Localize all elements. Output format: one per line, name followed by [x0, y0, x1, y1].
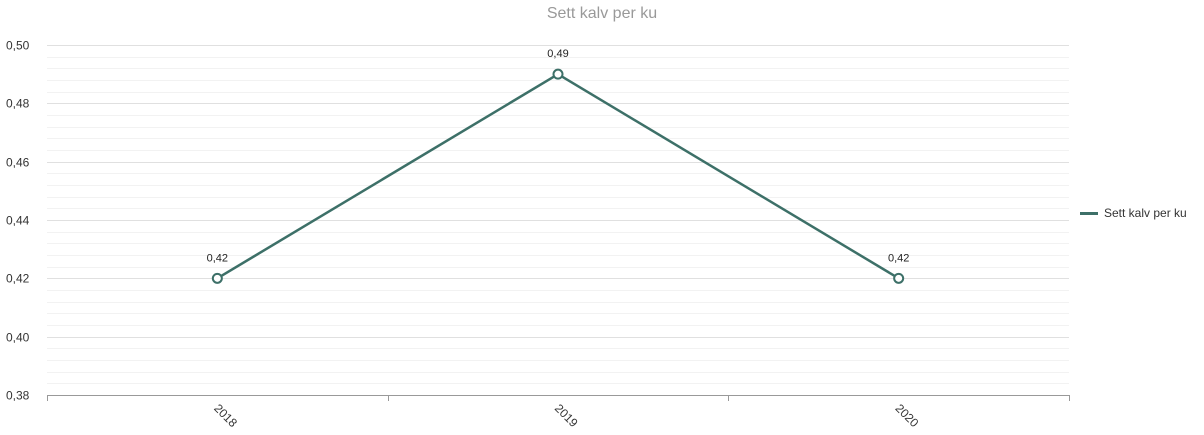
data-point [893, 272, 905, 284]
y-tick-label: 0,48 [6, 97, 30, 111]
x-tick-label: 2020 [893, 401, 922, 430]
data-label: 0,42 [888, 252, 909, 264]
data-point [552, 68, 564, 80]
axis-layer: 0,38 0,40 0,42 0,44 0,46 0,48 0,50 2018 2019 2020 [6, 39, 1070, 430]
y-tick-label: 0,50 [6, 39, 30, 53]
y-tick-label: 0,40 [6, 331, 30, 345]
legend-swatch [1080, 211, 1098, 215]
x-tick-label: 2019 [552, 401, 581, 430]
series-line [216, 72, 900, 280]
legend-item[interactable]: Sett kalv per ku [1080, 206, 1187, 220]
data-label: 0,49 [547, 48, 568, 60]
y-tick-label: 0,42 [6, 272, 30, 286]
y-tick-label: 0,38 [6, 389, 30, 403]
grid-layer [47, 45, 1069, 396]
y-tick-label: 0,44 [6, 214, 30, 228]
legend-label: Sett kalv per ku [1104, 206, 1187, 220]
y-tick-label: 0,46 [6, 156, 30, 170]
x-tick-label: 2018 [211, 401, 240, 430]
chart-title: Sett kalv per ku [546, 5, 658, 22]
data-point [211, 272, 223, 284]
label-layer: 0,42 0,49 0,42 [207, 48, 910, 264]
data-label: 0,42 [207, 252, 228, 264]
series-layer [211, 68, 905, 284]
